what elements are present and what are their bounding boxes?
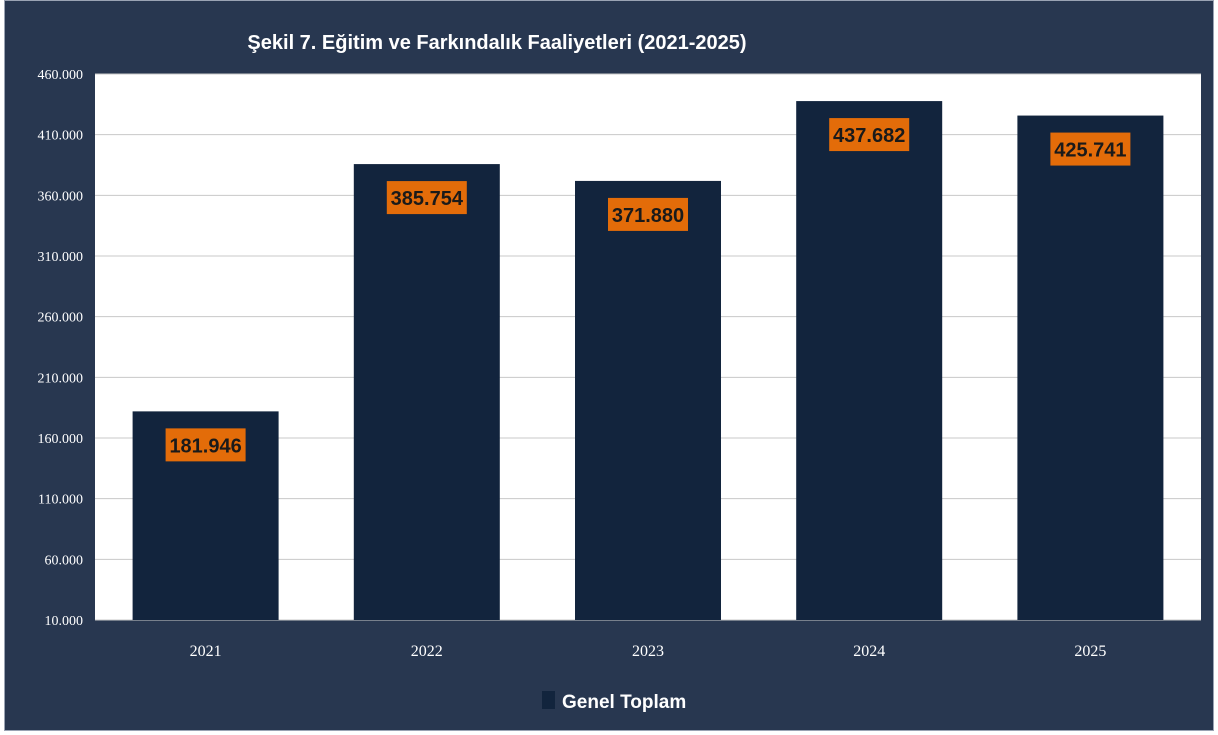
data-label: 437.682 [833,125,905,147]
data-label: 181.946 [169,435,241,457]
y-tick-label: 10.000 [45,614,84,629]
bar [1017,115,1164,620]
bars [132,101,1164,621]
y-tick-label: 60.000 [45,553,84,568]
y-tick-label: 110.000 [38,493,83,508]
y-tick-label: 410.000 [38,129,84,144]
x-axis-ticks: 2021 2022 2023 2024 2025 [190,643,1107,660]
data-label: 385.754 [391,188,464,210]
data-labels: 181.946 385.754 371.880 437.682 425.741 [165,118,1131,462]
data-label-box [386,181,467,215]
y-tick-label: 360.000 [38,189,84,204]
chart-title: Şekil 7. Eğitim ve Farkındalık Faaliyetl… [247,32,746,54]
y-tick-label: 260.000 [38,311,84,326]
data-label: 425.741 [1054,140,1126,162]
data-label-box [829,118,910,152]
legend: Genel Toplam [542,691,686,713]
chart-svg: Şekil 7. Eğitim ve Farkındalık Faaliyetl… [38,32,1201,713]
bar [796,101,943,621]
legend-swatch [542,691,555,709]
x-tick-label: 2021 [190,643,222,660]
chart-frame: Şekil 7. Eğitim ve Farkındalık Faaliyetl… [4,0,1214,731]
data-label-box [165,428,246,462]
data-label-box [608,197,688,231]
data-label: 371.880 [612,205,684,227]
bar [575,180,721,620]
y-tick-label: 310.000 [38,250,84,265]
legend-label: Genel Toplam [562,692,686,713]
x-tick-label: 2025 [1074,643,1106,660]
y-tick-label: 160.000 [38,432,84,447]
y-tick-label: 460.000 [38,68,84,83]
x-tick-label: 2023 [632,643,664,660]
x-tick-label: 2024 [853,643,885,660]
data-label-box [1050,132,1131,166]
y-axis-ticks: 10.000 60.000 110.000 160.000 210.000 260.000… [38,68,84,629]
y-tick-label: 210.000 [38,371,84,386]
x-tick-label: 2022 [411,643,443,660]
bar [353,164,500,620]
